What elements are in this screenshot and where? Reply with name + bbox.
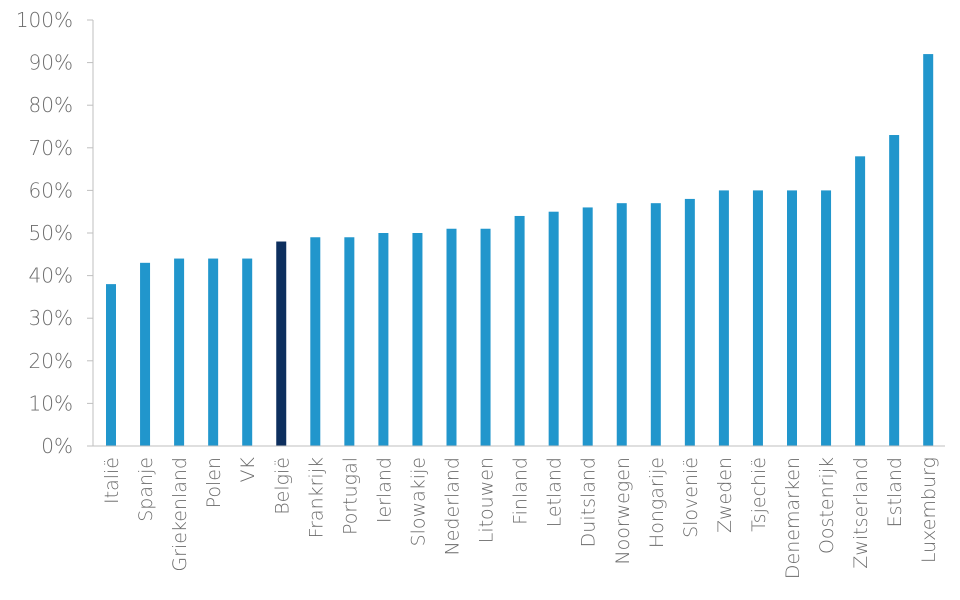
x-category-label: Letland — [544, 457, 566, 527]
bar — [344, 237, 355, 446]
bar — [718, 190, 729, 446]
y-tick-label: 10% — [29, 391, 73, 415]
x-category-label: Finland — [510, 457, 532, 525]
x-category-label: VK — [237, 456, 259, 482]
x-axis-labels: Italië Spanje Griekenland Polen VK België Fran… — [101, 456, 940, 579]
bar — [889, 135, 900, 446]
x-category-label: Slowakije — [407, 457, 429, 546]
x-category-label: Estland — [884, 457, 906, 527]
bar — [684, 198, 695, 446]
bar — [650, 203, 661, 446]
y-tick-label: 50% — [29, 221, 73, 245]
bar — [480, 228, 491, 446]
x-category-label: Polen — [203, 457, 225, 508]
bar — [276, 241, 287, 446]
x-category-label: Denemarken — [782, 457, 804, 579]
y-tick-label: 60% — [29, 178, 73, 202]
y-tick-label: 70% — [29, 136, 73, 160]
x-category-label: Nederland — [442, 457, 464, 556]
bar — [140, 262, 151, 446]
x-category-label: Hongarije — [646, 457, 668, 548]
bar — [548, 211, 559, 446]
y-axis-ticks: 0% 10% 20% 30% 40% 50% 60% 70% 80% 90% 100% — [16, 8, 93, 458]
bar — [923, 54, 934, 447]
y-tick-label: 90% — [29, 51, 73, 75]
x-category-label: Litouwen — [476, 457, 498, 543]
x-category-label: Griekenland — [169, 457, 191, 572]
x-category-label: Luxemburg — [918, 457, 940, 563]
y-tick-label: 100% — [16, 8, 73, 32]
x-category-label: Noorwegen — [612, 457, 634, 565]
bar — [242, 258, 253, 446]
x-category-label: Duitsland — [578, 457, 600, 547]
bar — [106, 284, 116, 446]
y-tick-label: 80% — [29, 93, 73, 117]
x-category-label: België — [271, 457, 293, 515]
y-tick-label: 20% — [29, 349, 73, 373]
bars — [106, 54, 934, 447]
bar — [855, 156, 866, 446]
x-category-label: Zwitserland — [850, 457, 872, 569]
bar — [787, 190, 797, 446]
bar — [378, 233, 389, 446]
x-category-label: Tsjechië — [748, 457, 770, 532]
bar — [582, 207, 593, 446]
x-category-label: Italië — [101, 457, 123, 504]
bar — [446, 228, 457, 446]
y-tick-label: 30% — [29, 306, 73, 330]
bar — [514, 215, 525, 446]
bar — [208, 258, 219, 446]
y-tick-label: 40% — [29, 264, 73, 288]
x-category-label: Slovenië — [680, 457, 702, 538]
bar — [616, 203, 627, 446]
x-category-label: Spanje — [135, 457, 157, 522]
bar — [310, 237, 321, 446]
y-tick-label: 0% — [41, 434, 73, 458]
x-category-label: Portugal — [339, 457, 361, 535]
bar — [412, 233, 423, 446]
bar — [752, 190, 763, 446]
x-category-label: Oostenrijk — [816, 457, 838, 554]
x-category-label: Ierland — [373, 457, 395, 523]
x-category-label: Frankrijk — [305, 457, 327, 538]
bar — [174, 258, 185, 446]
x-category-label: Zweden — [714, 457, 736, 533]
bar — [821, 190, 832, 446]
